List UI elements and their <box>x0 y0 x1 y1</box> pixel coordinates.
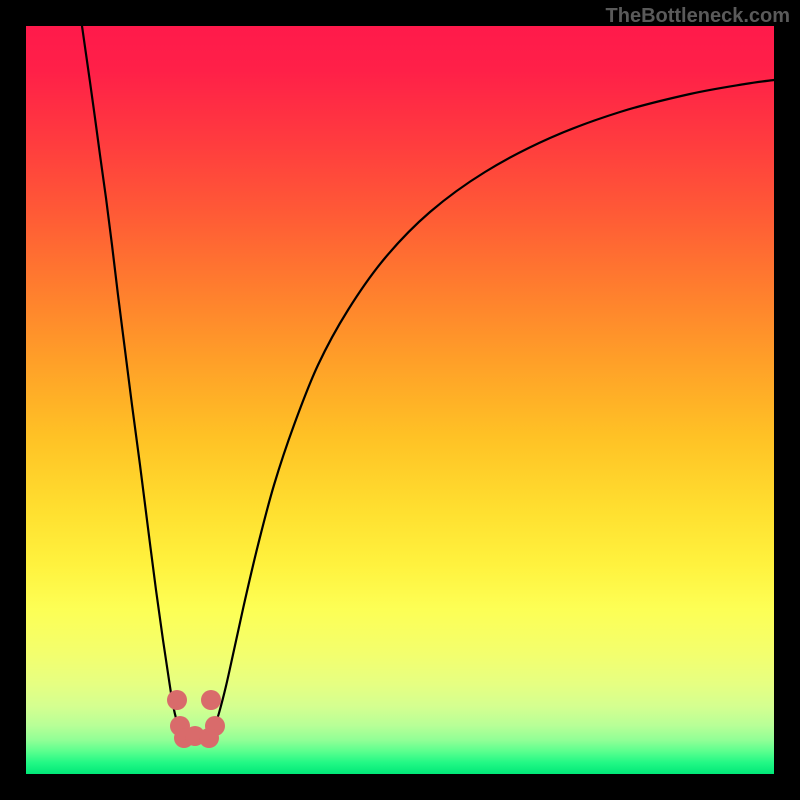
data-marker <box>199 728 219 748</box>
gradient-background <box>26 26 774 774</box>
data-marker <box>167 690 187 710</box>
data-marker <box>201 690 221 710</box>
chart-container: TheBottleneck.com <box>0 0 800 800</box>
bottleneck-chart <box>0 0 800 800</box>
watermark-text: TheBottleneck.com <box>606 5 790 28</box>
